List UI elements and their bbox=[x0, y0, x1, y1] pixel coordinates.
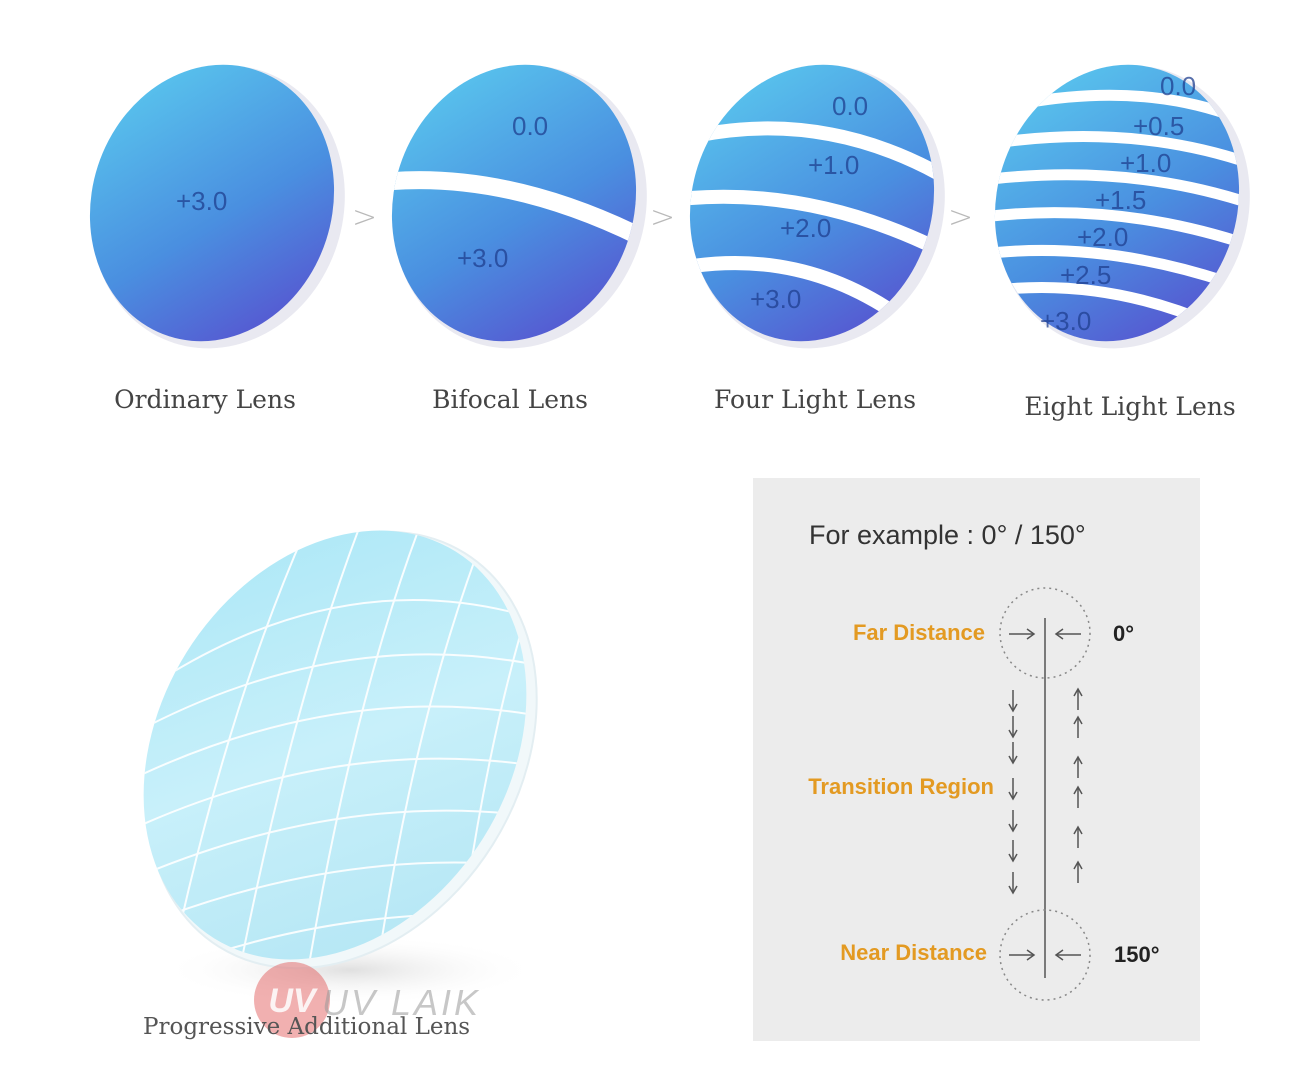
example-panel: For example : 0° / 150° bbox=[753, 478, 1200, 1041]
far-distance-label: Far Distance bbox=[852, 620, 985, 645]
eight-light-zone-5: +2.5 bbox=[1060, 260, 1111, 290]
transition-region-label: Transition Region bbox=[808, 774, 994, 799]
example-panel-title: For example : 0° / 150° bbox=[809, 520, 1086, 550]
bifocal-lens-caption: Bifocal Lens bbox=[432, 385, 588, 414]
eight-light-zone-1: +0.5 bbox=[1133, 111, 1184, 141]
four-light-zone-1: +1.0 bbox=[808, 150, 859, 180]
up-arrows bbox=[1073, 687, 1083, 883]
far-distance-value: 0° bbox=[1113, 621, 1135, 646]
progressive-lens bbox=[129, 499, 561, 1021]
eight-light-zone-2: +1.0 bbox=[1120, 148, 1171, 178]
bifocal-zone-label-bottom: +3.0 bbox=[457, 243, 508, 273]
eight-light-zone-3: +1.5 bbox=[1095, 185, 1146, 215]
bifocal-zone-label-top: 0.0 bbox=[512, 111, 548, 141]
far-distance-circle bbox=[999, 587, 1091, 679]
four-light-zone-3: +3.0 bbox=[750, 284, 801, 314]
separator-chevron-3: > bbox=[948, 200, 974, 235]
near-distance-value: 150° bbox=[1114, 942, 1160, 967]
down-arrows bbox=[1008, 690, 1018, 895]
eight-light-lens: 0.0 +0.5 +1.0 +1.5 +2.0 +2.5 +3.0 bbox=[974, 64, 1258, 349]
eight-light-zone-6: +3.0 bbox=[1040, 306, 1091, 336]
four-light-zone-0: 0.0 bbox=[832, 91, 868, 121]
ordinary-zone-label: +3.0 bbox=[176, 186, 227, 216]
four-light-lens-caption: Four Light Lens bbox=[713, 385, 917, 414]
watermark-logo-icon: UV bbox=[254, 962, 330, 1038]
near-distance-label: Near Distance bbox=[840, 940, 987, 965]
ordinary-lens: +3.0 bbox=[89, 64, 345, 349]
watermark-text: UV LAIK bbox=[322, 982, 482, 1023]
eight-light-lens-caption: Eight Light Lens bbox=[1024, 392, 1236, 421]
near-distance-circle bbox=[999, 909, 1091, 1001]
separator-chevron-1: > bbox=[352, 200, 378, 235]
four-light-zone-2: +2.0 bbox=[780, 213, 831, 243]
eight-light-zone-0: 0.0 bbox=[1160, 71, 1196, 101]
eight-light-zone-4: +2.0 bbox=[1077, 222, 1128, 252]
bifocal-lens: 0.0 +3.0 bbox=[370, 64, 652, 349]
svg-text:UV: UV bbox=[268, 982, 319, 1020]
ordinary-lens-caption: Ordinary Lens bbox=[114, 385, 296, 414]
four-light-lens: 0.0 +1.0 +2.0 +3.0 bbox=[668, 64, 954, 349]
progressive-lens-caption: Progressive Additional Lens bbox=[143, 1014, 471, 1040]
separator-chevron-2: > bbox=[650, 200, 676, 235]
distance-diagram bbox=[999, 587, 1091, 1001]
